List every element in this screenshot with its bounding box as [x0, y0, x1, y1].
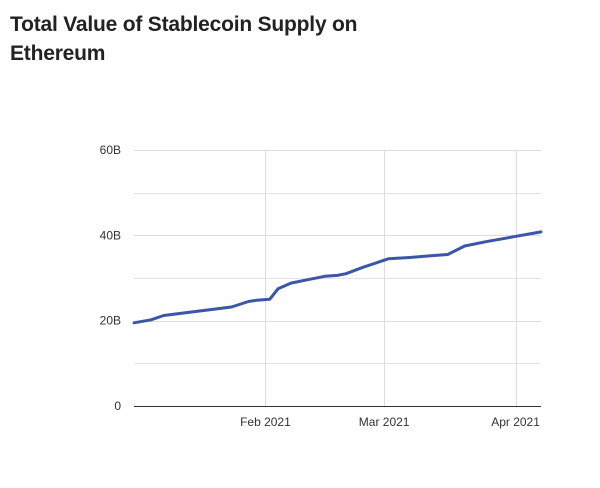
series-line	[132, 230, 543, 325]
y-axis-tick-labels: 0 20B 40B 60B	[100, 143, 122, 413]
x-tick-label: Feb 2021	[240, 415, 291, 429]
y-tick-label: 20B	[100, 314, 121, 328]
y-tick-label: 0	[114, 399, 121, 413]
horizontal-gridlines	[134, 150, 541, 364]
vertical-gridlines	[265, 150, 517, 406]
chart-title: Total Value of Stablecoin Supply on Ethe…	[10, 13, 358, 65]
x-tick-label: Apr 2021	[491, 415, 540, 429]
x-axis-tick-labels: Feb 2021 Mar 2021 Apr 2021	[240, 415, 540, 429]
y-tick-label: 40B	[100, 228, 121, 242]
x-tick-label: Mar 2021	[359, 415, 410, 429]
y-tick-label: 60B	[100, 143, 121, 157]
